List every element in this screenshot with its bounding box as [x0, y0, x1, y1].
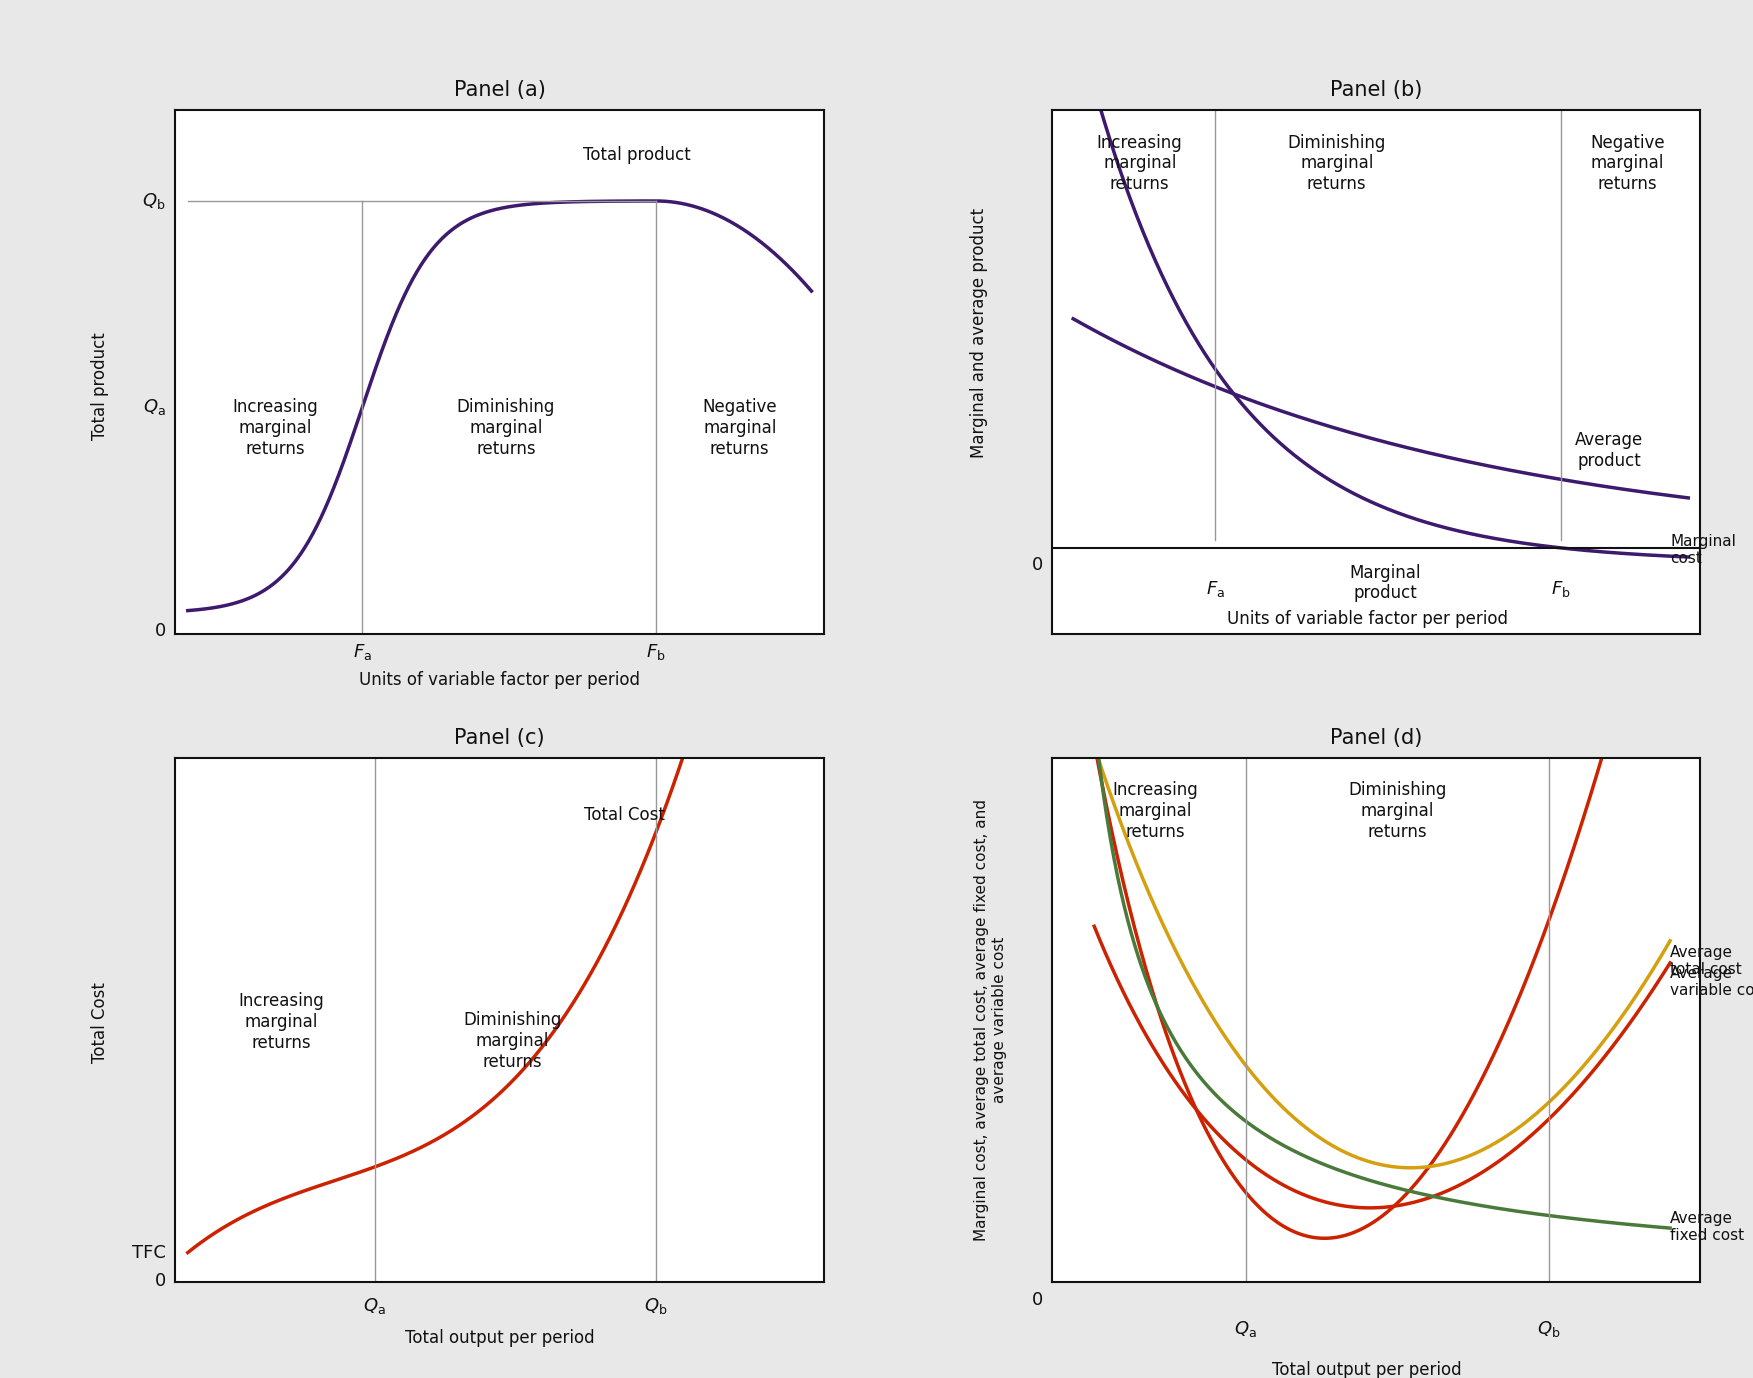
Text: $F_\mathsf{a}$: $F_\mathsf{a}$ [1206, 579, 1225, 599]
Text: Total Cost: Total Cost [584, 806, 664, 824]
Text: $Q_\mathsf{a}$: $Q_\mathsf{a}$ [144, 397, 167, 418]
Text: $Q_\mathsf{a}$: $Q_\mathsf{a}$ [1234, 1319, 1257, 1339]
Text: $Q_\mathsf{a}$: $Q_\mathsf{a}$ [363, 1295, 386, 1316]
Text: Marginal cost, average total cost, average fixed cost, and
average variable cost: Marginal cost, average total cost, avera… [975, 799, 1006, 1240]
Text: $F_\mathsf{a}$: $F_\mathsf{a}$ [352, 642, 372, 661]
Text: 0: 0 [1031, 555, 1043, 573]
Text: $Q_\mathsf{b}$: $Q_\mathsf{b}$ [142, 192, 167, 211]
Text: Average
product: Average product [1576, 431, 1644, 470]
Text: Total output per period: Total output per period [405, 1328, 594, 1346]
Text: Marginal
product: Marginal product [1350, 564, 1422, 602]
Text: Diminishing
marginal
returns: Diminishing marginal returns [1348, 781, 1446, 841]
Text: $Q_\mathsf{b}$: $Q_\mathsf{b}$ [1537, 1319, 1560, 1339]
Title: Panel (a): Panel (a) [454, 80, 545, 101]
Text: 0: 0 [154, 1272, 167, 1290]
Text: Diminishing
marginal
returns: Diminishing marginal returns [463, 1011, 561, 1071]
Text: Negative
marginal
returns: Negative marginal returns [703, 398, 777, 457]
Text: $F_\mathsf{b}$: $F_\mathsf{b}$ [645, 642, 666, 661]
Text: Increasing
marginal
returns: Increasing marginal returns [231, 398, 317, 457]
Title: Panel (b): Panel (b) [1331, 80, 1422, 101]
Text: Total product: Total product [91, 332, 109, 441]
Text: TFC: TFC [131, 1243, 167, 1262]
Text: Increasing
marginal
returns: Increasing marginal returns [238, 992, 324, 1051]
Text: Marginal
cost: Marginal cost [1671, 533, 1735, 566]
Text: Marginal and average product: Marginal and average product [969, 208, 989, 457]
Text: Average
fixed cost: Average fixed cost [1671, 1211, 1744, 1243]
Text: Diminishing
marginal
returns: Diminishing marginal returns [456, 398, 556, 457]
Text: 0: 0 [1031, 1291, 1043, 1309]
Text: Average
variable cost: Average variable cost [1671, 966, 1753, 998]
Text: Increasing
marginal
returns: Increasing marginal returns [1111, 781, 1197, 841]
Text: Total Cost: Total Cost [91, 981, 109, 1062]
Title: Panel (c): Panel (c) [454, 728, 545, 748]
Text: Total output per period: Total output per period [1273, 1361, 1462, 1378]
Text: Diminishing
marginal
returns: Diminishing marginal returns [1287, 134, 1387, 193]
Text: Increasing
marginal
returns: Increasing marginal returns [1097, 134, 1183, 193]
Text: $Q_\mathsf{b}$: $Q_\mathsf{b}$ [643, 1295, 668, 1316]
Text: Average
total cost: Average total cost [1671, 945, 1742, 977]
Text: 0: 0 [154, 621, 167, 639]
Title: Panel (d): Panel (d) [1331, 728, 1422, 748]
Text: Total product: Total product [584, 146, 691, 164]
Text: $F_\mathsf{b}$: $F_\mathsf{b}$ [1551, 579, 1571, 599]
Text: Negative
marginal
returns: Negative marginal returns [1590, 134, 1665, 193]
Text: Units of variable factor per period: Units of variable factor per period [1227, 610, 1508, 628]
Text: Units of variable factor per period: Units of variable factor per period [359, 671, 640, 689]
